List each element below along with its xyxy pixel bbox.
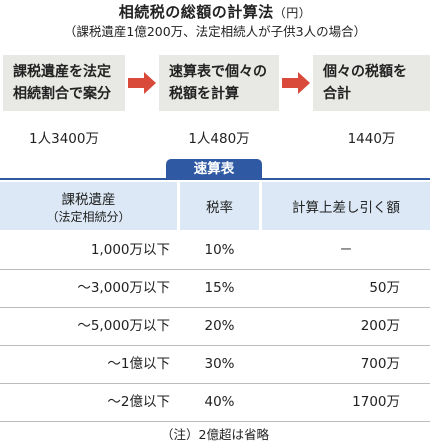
deduction-cell: 700万 bbox=[360, 356, 400, 372]
rate-cell: 30% bbox=[204, 356, 235, 372]
header-deduction: 計算上差し引く額 bbox=[262, 182, 430, 230]
rate-cell: 10% bbox=[204, 242, 235, 258]
step-2-result: 1人480万 bbox=[188, 131, 250, 147]
right-arrow-icon bbox=[128, 72, 156, 94]
header-deduction-label: 計算上差し引く額 bbox=[292, 200, 400, 216]
step-1-line-2: 相続割合で案分 bbox=[13, 86, 111, 102]
title-unit: （円） bbox=[273, 6, 312, 20]
rate-cell: 15% bbox=[204, 280, 235, 296]
step-3-line-2: 合計 bbox=[323, 86, 351, 102]
step-1-result: 1人3400万 bbox=[29, 131, 99, 147]
step-box-1: 課税遺産を法定 相続割合で案分 bbox=[3, 55, 125, 111]
table-row: ～1億以下 30% 700万 bbox=[0, 344, 430, 384]
rate-cell: 20% bbox=[204, 318, 235, 334]
header-estate-line-1: 課税遺産 bbox=[61, 191, 116, 208]
deduction-cell: 200万 bbox=[360, 318, 400, 334]
deduction-cell: 1700万 bbox=[352, 394, 400, 410]
quick-table-label: 速算表 bbox=[166, 159, 262, 180]
table-row: ～3,000万以下 15% 50万 bbox=[0, 268, 430, 308]
table-row: ～2億以下 40% 1700万 bbox=[0, 382, 430, 422]
title-main: 相続税の総額の計算法 bbox=[118, 3, 274, 21]
header-estate-line-2: （法定相続分） bbox=[46, 209, 131, 224]
step-2-line-1: 速算表で個々の bbox=[169, 64, 267, 80]
page-title: 相続税の総額の計算法（円） bbox=[0, 1, 430, 22]
estate-cell: ～2億以下 bbox=[107, 394, 170, 410]
header-estate: 課税遺産 （法定相続分） bbox=[0, 182, 177, 230]
footnote: （注）2億超は省略 bbox=[161, 427, 269, 442]
estate-cell: ～1億以下 bbox=[107, 356, 170, 372]
estate-cell: ～5,000万以下 bbox=[77, 318, 170, 334]
table-row: 1,000万以下 10% － bbox=[0, 230, 430, 270]
header-rate: 税率 bbox=[180, 182, 259, 230]
header-rate-label: 税率 bbox=[206, 200, 233, 216]
step-1-line-1: 課税遺産を法定 bbox=[13, 64, 111, 80]
deduction-cell: － bbox=[339, 242, 353, 258]
estate-cell: 1,000万以下 bbox=[90, 242, 170, 258]
right-arrow-icon bbox=[282, 72, 310, 94]
rate-cell: 40% bbox=[204, 394, 235, 410]
step-3-line-1: 個々の税額を bbox=[323, 64, 407, 80]
step-3-result: 1440万 bbox=[347, 131, 396, 147]
deduction-cell: 50万 bbox=[369, 280, 400, 296]
step-box-3: 個々の税額を 合計 bbox=[313, 55, 430, 111]
step-box-2: 速算表で個々の 税額を計算 bbox=[159, 55, 279, 111]
table-top-rule bbox=[0, 178, 430, 180]
estate-cell: ～3,000万以下 bbox=[77, 280, 170, 296]
step-2-line-2: 税額を計算 bbox=[169, 86, 239, 102]
table-row: ～5,000万以下 20% 200万 bbox=[0, 306, 430, 346]
page-subtitle: （課税遺産1億200万、法定相続人が子供3人の場合） bbox=[63, 24, 367, 39]
